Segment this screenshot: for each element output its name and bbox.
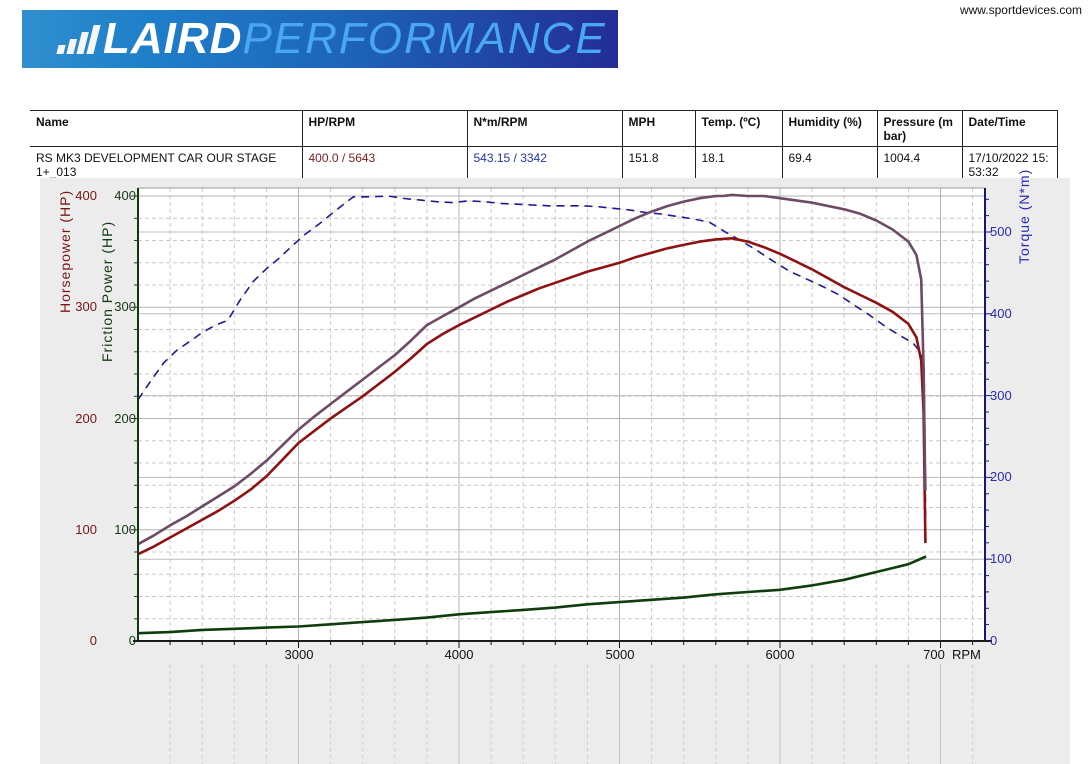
table-header-row: Name HP/RPM N*m/RPM MPH Temp. (ºC) Humid… xyxy=(30,110,1058,147)
run-hp-rpm: 400.0 / 5643 xyxy=(302,146,468,182)
col-header-humidity: Humidity (%) xyxy=(782,110,878,147)
x-tick-label: 6000 xyxy=(765,647,795,662)
website-url: www.sportdevices.com xyxy=(959,3,1082,17)
x-tick-label: 5000 xyxy=(605,647,635,662)
torque-axis-title: Torque (N*m) xyxy=(1016,168,1032,264)
hp-tick-label: 100 xyxy=(75,522,97,537)
col-header-pressure: Pressure (m bar) xyxy=(877,110,963,147)
x-axis-unit: RPM xyxy=(952,647,981,662)
hp-tick-label: 300 xyxy=(75,299,97,314)
hp-tick-label: 200 xyxy=(75,411,97,426)
run-results-table: Name HP/RPM N*m/RPM MPH Temp. (ºC) Humid… xyxy=(30,110,1058,182)
hp-tick-label: 0 xyxy=(89,633,97,648)
friction-tick-label: 300 xyxy=(114,299,136,314)
col-header-hp-rpm: HP/RPM xyxy=(302,110,468,147)
brand-name-bold: LAIRD xyxy=(103,14,243,63)
x-tick-label: 3000 xyxy=(284,647,314,662)
x-tick-label: 4000 xyxy=(444,647,474,662)
friction-tick-label: 400 xyxy=(114,188,136,203)
run-mph: 151.8 xyxy=(622,146,696,182)
x-tick-label: 700 xyxy=(923,647,945,662)
torque-tick-label: 0 xyxy=(990,633,998,648)
col-header-nm-rpm: N*m/RPM xyxy=(467,110,623,147)
col-header-name: Name xyxy=(30,110,303,147)
friction-tick-label: 0 xyxy=(128,633,136,648)
brand-name-light: PERFORMANCE xyxy=(242,14,607,63)
friction-tick-label: 100 xyxy=(114,522,136,537)
friction-power-axis-title: Friction Power (HP) xyxy=(99,220,115,362)
col-header-temp: Temp. (ºC) xyxy=(695,110,783,147)
hp-tick-label: 400 xyxy=(75,188,97,203)
torque-tick-label: 500 xyxy=(990,224,1012,239)
torque-tick-label: 400 xyxy=(990,306,1012,321)
run-temp: 18.1 xyxy=(695,146,783,182)
run-humidity: 69.4 xyxy=(782,146,878,182)
table-row: RS MK3 DEVELOPMENT CAR OUR STAGE 1+_013 … xyxy=(30,146,1058,182)
run-pressure: 1004.4 xyxy=(877,146,963,182)
torque-tick-label: 300 xyxy=(990,388,1012,403)
logo-banner: LAIRD PERFORMANCE xyxy=(22,10,618,68)
horsepower-axis-title: Horsepower (HP) xyxy=(57,189,73,313)
run-datetime: 17/10/2022 15:53:32 xyxy=(962,146,1058,182)
run-nm-rpm: 543.15 / 3342 xyxy=(467,146,623,182)
friction-tick-label: 200 xyxy=(114,411,136,426)
run-name: RS MK3 DEVELOPMENT CAR OUR STAGE 1+_013 xyxy=(30,146,303,182)
torque-tick-label: 200 xyxy=(990,469,1012,484)
torque-tick-label: 100 xyxy=(990,551,1012,566)
col-header-mph: MPH xyxy=(622,110,696,147)
col-header-datetime: Date/Time xyxy=(962,110,1058,147)
